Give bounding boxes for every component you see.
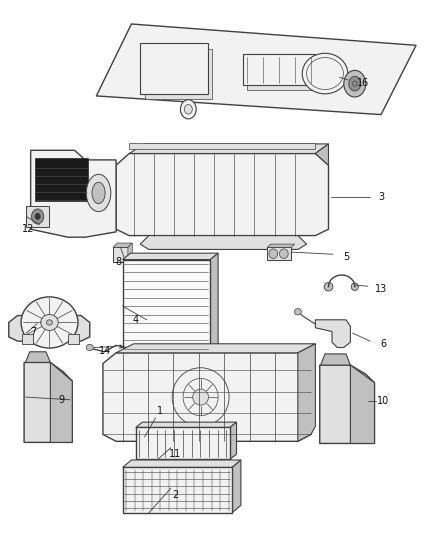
Text: 12: 12: [22, 224, 35, 234]
Bar: [113, 247, 128, 262]
Bar: [26, 206, 49, 227]
Bar: [123, 467, 232, 513]
Polygon shape: [247, 59, 319, 90]
Text: 5: 5: [343, 252, 349, 262]
Text: 3: 3: [378, 192, 384, 202]
Bar: [35, 158, 88, 201]
Polygon shape: [321, 354, 350, 365]
Bar: [129, 143, 315, 149]
Ellipse shape: [353, 81, 357, 86]
Ellipse shape: [324, 282, 333, 291]
Text: 6: 6: [380, 339, 386, 349]
Polygon shape: [140, 236, 307, 249]
Text: 10: 10: [377, 396, 389, 406]
Polygon shape: [320, 365, 374, 443]
Bar: [123, 260, 210, 353]
Bar: [68, 334, 79, 344]
Ellipse shape: [349, 76, 361, 91]
Polygon shape: [25, 352, 50, 362]
Polygon shape: [298, 344, 315, 441]
Bar: [243, 54, 315, 85]
Ellipse shape: [92, 182, 105, 204]
Polygon shape: [113, 243, 132, 247]
Ellipse shape: [86, 174, 111, 212]
Bar: [22, 334, 33, 344]
Ellipse shape: [184, 104, 192, 114]
Ellipse shape: [344, 70, 366, 97]
Polygon shape: [31, 150, 116, 237]
Text: 8: 8: [115, 257, 121, 267]
Bar: [267, 247, 291, 260]
Ellipse shape: [269, 249, 278, 259]
Polygon shape: [129, 144, 328, 154]
Polygon shape: [116, 154, 328, 236]
Polygon shape: [96, 24, 416, 115]
Bar: [140, 43, 208, 94]
Ellipse shape: [180, 100, 196, 119]
Text: 2: 2: [172, 490, 178, 499]
Text: 4: 4: [133, 315, 139, 325]
Ellipse shape: [279, 249, 288, 259]
Polygon shape: [128, 243, 132, 262]
Text: 9: 9: [58, 395, 64, 405]
Ellipse shape: [302, 53, 348, 94]
Polygon shape: [230, 422, 237, 459]
Polygon shape: [24, 362, 72, 442]
Polygon shape: [350, 365, 374, 443]
Polygon shape: [315, 144, 328, 165]
Polygon shape: [315, 320, 350, 348]
Bar: [136, 427, 230, 459]
Polygon shape: [123, 460, 241, 467]
Ellipse shape: [41, 314, 58, 330]
Ellipse shape: [193, 389, 208, 405]
Polygon shape: [232, 460, 241, 513]
Polygon shape: [50, 362, 72, 442]
Text: 14: 14: [99, 346, 111, 356]
Polygon shape: [116, 344, 315, 353]
Polygon shape: [210, 253, 218, 353]
Polygon shape: [136, 422, 237, 427]
Text: 16: 16: [357, 78, 370, 87]
Ellipse shape: [351, 283, 358, 290]
Ellipse shape: [32, 209, 44, 224]
Polygon shape: [103, 353, 311, 441]
Ellipse shape: [86, 344, 93, 351]
Text: 7: 7: [30, 327, 36, 336]
Polygon shape: [145, 49, 212, 99]
Polygon shape: [267, 244, 295, 247]
Ellipse shape: [46, 320, 53, 325]
Text: 1: 1: [157, 407, 163, 416]
Ellipse shape: [21, 297, 78, 348]
Ellipse shape: [35, 213, 40, 220]
Text: 13: 13: [375, 284, 387, 294]
Polygon shape: [123, 253, 218, 260]
Ellipse shape: [294, 309, 301, 315]
Text: 11: 11: [169, 449, 181, 459]
Polygon shape: [9, 316, 90, 341]
